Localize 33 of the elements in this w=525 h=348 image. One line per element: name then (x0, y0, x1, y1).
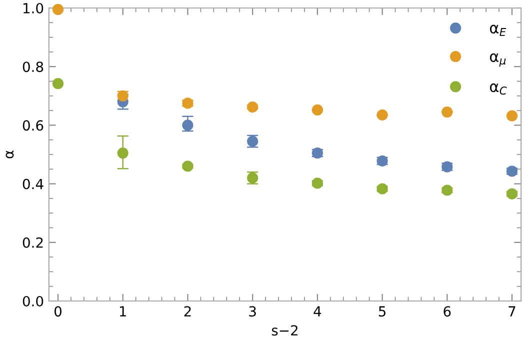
point (376, 109, 388, 120)
x-tick-label: 2 (184, 306, 191, 316)
legend-label: α$_{μ}$ (490, 53, 506, 67)
x-tick-label: 3 (249, 306, 256, 317)
y-tick-label: 0.2 (22, 237, 43, 248)
point (376, 183, 388, 194)
legend-label: α$_{E}$ (490, 24, 506, 36)
x-tick-label: 5 (378, 306, 386, 317)
point (52, 4, 64, 16)
point (182, 120, 194, 131)
x-axis-title: s−2 (272, 325, 298, 336)
x-tick-label: 4 (314, 306, 322, 316)
y-axis-title: α (6, 150, 14, 158)
point (312, 178, 323, 189)
point (442, 184, 453, 196)
y-tick-label: 1.0 (23, 2, 44, 14)
x-tick-label: 1 (120, 306, 126, 316)
point (247, 101, 258, 113)
y-tick-label: 0.6 (22, 120, 44, 131)
legend-label: α$_{C}$ (490, 83, 507, 95)
y-tick-label: 0.4 (22, 178, 44, 190)
point (312, 104, 323, 116)
y-tick-label: 0.0 (22, 296, 44, 306)
point (506, 110, 518, 122)
point (442, 106, 453, 118)
y-tick-label: 0.8 (22, 62, 44, 72)
x-tick-label: 6 (444, 306, 451, 317)
point (506, 188, 518, 200)
point (117, 147, 128, 159)
x-tick-label: 0 (54, 306, 62, 317)
point (52, 78, 64, 90)
x-tick-label: 7 (508, 306, 516, 316)
point (182, 160, 194, 172)
